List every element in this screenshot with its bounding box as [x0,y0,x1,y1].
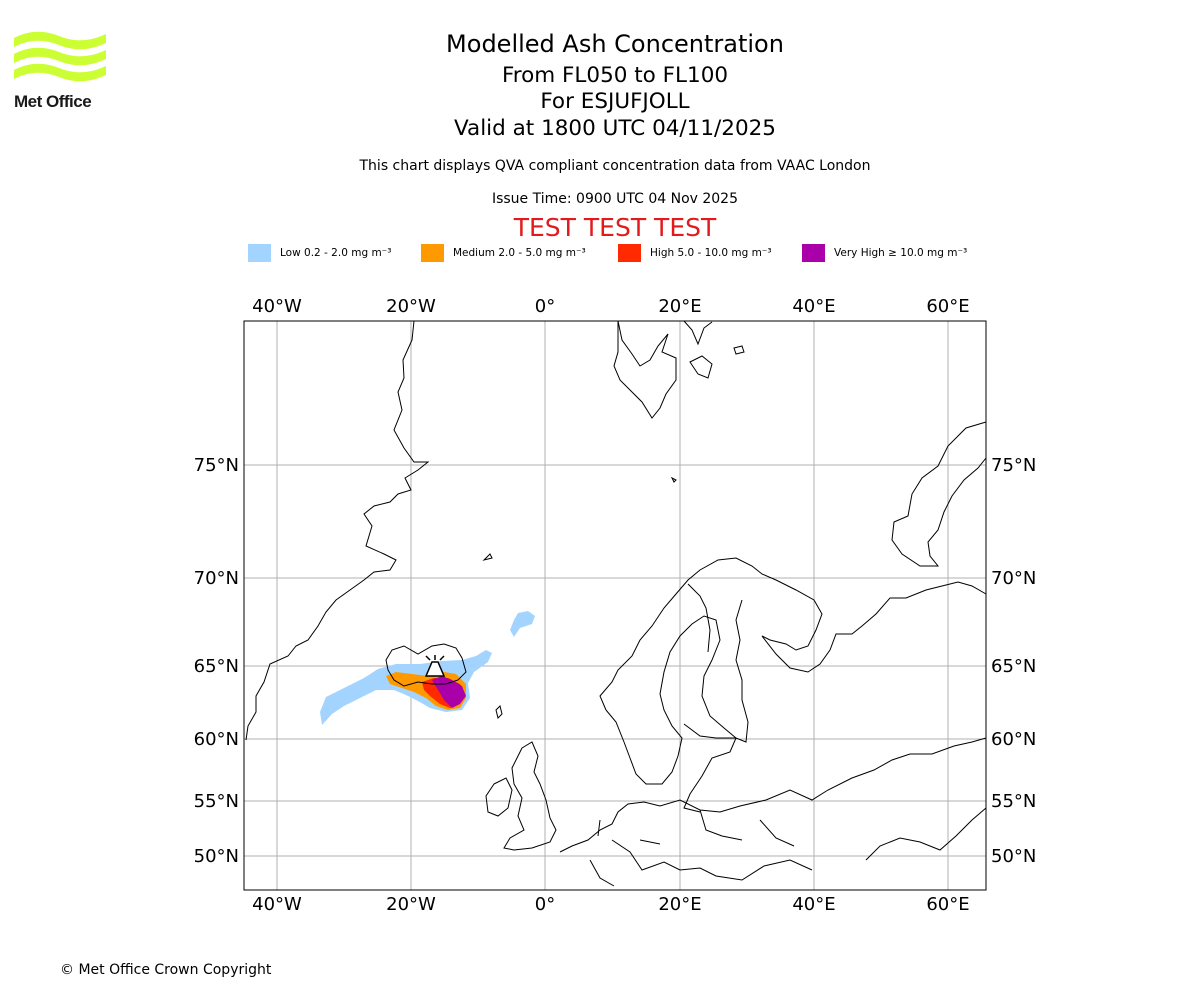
faroe-coast [495,705,503,719]
novaya-zemlya-coast [891,421,987,567]
lat-label-right: 50°N [991,846,1036,867]
svalbard-east-coast [683,320,713,379]
lat-label-left: 75°N [194,455,239,476]
bottom-longitude-labels: 40°W 20°W 0° 20°E 40°E 60°E [252,894,969,915]
issue-time: Issue Time: 0900 UTC 04 Nov 2025 [491,191,739,207]
top-longitude-labels: 40°W 20°W 0° 20°E 40°E 60°E [252,296,969,317]
lat-label-left: 50°N [194,846,239,867]
legend-swatch-high [618,244,641,262]
franz-josef-coast [733,345,745,355]
continent-coast [559,737,987,853]
right-latitude-labels: 75°N 70°N 65°N 60°N 55°N 50°N [991,455,1036,867]
lat-label-left: 60°N [194,729,239,750]
coastlines [245,320,987,887]
lat-label-right: 70°N [991,568,1036,589]
lat-label-right: 75°N [991,455,1036,476]
lon-label-bottom: 40°E [792,894,835,915]
greenland-coast [245,320,430,741]
iceland-coast [385,643,467,687]
ireland-coast [485,777,513,817]
lat-label-right: 60°N [991,729,1036,750]
ash-plume [320,611,535,725]
legend-label-medium: Medium 2.0 - 5.0 mg m⁻³ [453,247,586,259]
lat-label-left: 65°N [194,656,239,677]
legend-item-medium: Medium 2.0 - 5.0 mg m⁻³ [421,244,586,262]
black-sea-caspian-coast [865,807,987,861]
met-office-logo-icon [14,31,106,82]
chart-title: Modelled Ash Concentration [446,30,784,58]
lon-label-top: 60°E [926,296,969,317]
copyright-notice: © Met Office Crown Copyright [60,962,272,978]
legend-swatch-low [248,244,271,262]
graticule [244,321,986,890]
finland-coast [683,599,749,743]
lon-label-bottom: 20°E [658,894,701,915]
baltic-coast [605,615,737,813]
chart-description: This chart displays QVA compliant concen… [359,158,871,174]
ash-low-region-north [510,611,535,637]
lon-label-bottom: 60°E [926,894,969,915]
legend-swatch-very-high [802,244,825,262]
bear-island-coast [670,476,677,483]
scandinavia-coast [599,557,987,711]
map-frame [243,320,987,891]
lon-label-top: 40°E [792,296,835,317]
flight-level-range: From FL050 to FL100 [501,63,729,88]
left-latitude-labels: 75°N 70°N 65°N 60°N 55°N 50°N [194,455,239,867]
legend-label-very-high: Very High ≥ 10.0 mg m⁻³ [834,247,968,259]
legend-item-low: Low 0.2 - 2.0 mg m⁻³ [248,244,391,262]
svalbard-coast [613,320,677,419]
lon-label-top: 40°W [252,296,302,317]
lat-label-right: 55°N [991,791,1036,812]
legend-label-low: Low 0.2 - 2.0 mg m⁻³ [280,247,392,259]
jan-mayen-coast [482,553,493,561]
legend-label-high: High 5.0 - 10.0 mg m⁻³ [650,247,772,259]
lon-label-top: 0° [535,296,555,317]
great-britain-coast [503,741,557,851]
lon-label-bottom: 0° [535,894,555,915]
legend-item-high: High 5.0 - 10.0 mg m⁻³ [618,244,772,262]
continent-borders [589,809,813,887]
test-banner: TEST TEST TEST [513,213,717,242]
lat-label-right: 65°N [991,656,1036,677]
volcano-name: For ESJUFJOLL [540,89,690,114]
lon-label-top: 20°E [658,296,701,317]
lat-label-left: 55°N [194,791,239,812]
validity-time: Valid at 1800 UTC 04/11/2025 [453,116,776,141]
logo-text: Met Office [14,92,92,111]
lon-label-top: 20°W [386,296,436,317]
finland-norway-border [687,583,711,653]
lon-label-bottom: 40°W [252,894,302,915]
legend-item-very-high: Very High ≥ 10.0 mg m⁻³ [802,244,967,262]
legend-swatch-medium [421,244,444,262]
volcano-marker-icon [424,655,446,677]
lat-label-left: 70°N [194,568,239,589]
lon-label-bottom: 20°W [386,894,436,915]
